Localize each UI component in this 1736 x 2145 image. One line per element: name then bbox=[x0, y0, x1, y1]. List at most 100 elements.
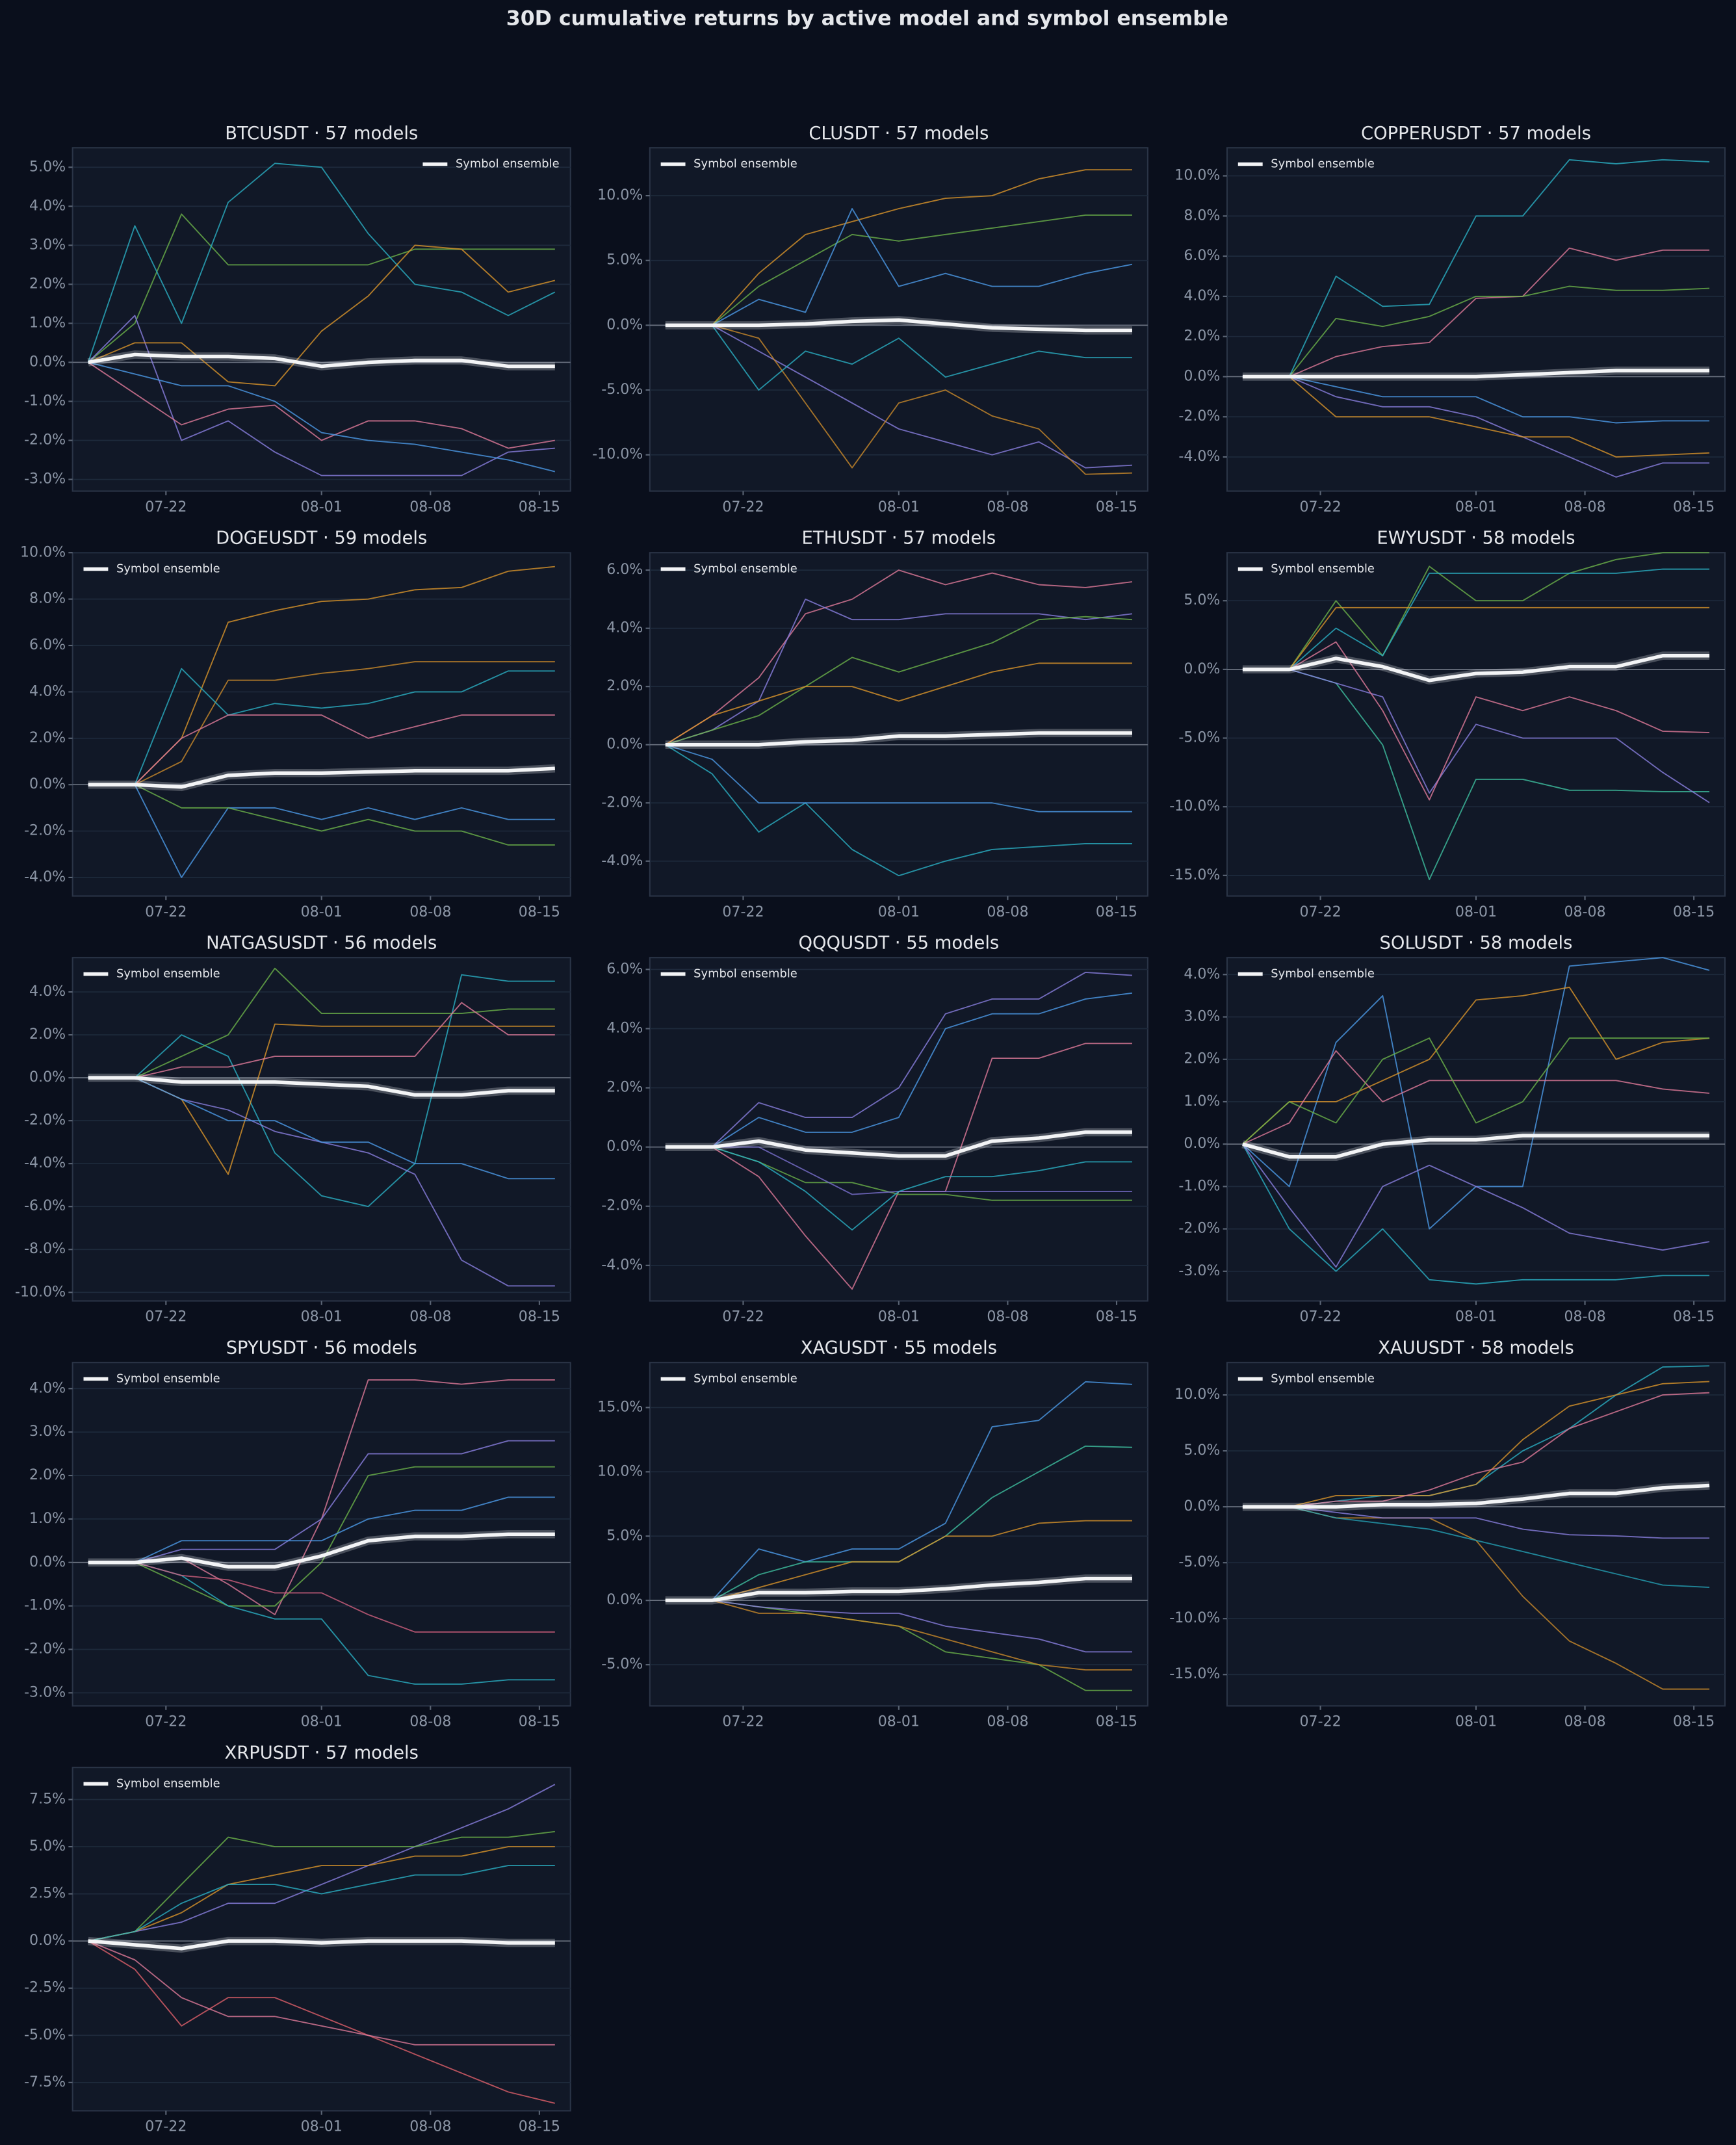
x-tick-label: 08-15 bbox=[1096, 1308, 1137, 1325]
y-tick-label: -1.0% bbox=[24, 1597, 66, 1614]
y-tick-label: 2.0% bbox=[29, 729, 66, 746]
x-tick-label: 08-01 bbox=[301, 2118, 343, 2135]
legend-label: Symbol ensemble bbox=[693, 157, 797, 171]
panel-title: SPYUSDT · 56 models bbox=[226, 1338, 417, 1358]
model-line bbox=[88, 1865, 555, 1942]
x-tick-label: 07-22 bbox=[1300, 1308, 1341, 1325]
y-tick-label: 2.0% bbox=[606, 677, 643, 694]
y-tick-label: 1.0% bbox=[29, 1510, 66, 1527]
y-tick-label: -3.0% bbox=[1178, 1262, 1220, 1279]
x-tick-label: 08-01 bbox=[878, 904, 920, 920]
model-line bbox=[665, 616, 1133, 746]
model-line bbox=[88, 1830, 555, 1942]
model-line bbox=[1242, 1037, 1710, 1145]
ensemble-line bbox=[88, 1076, 555, 1097]
y-tick-label: 10.0% bbox=[1174, 1386, 1220, 1403]
x-tick-label: 08-08 bbox=[1564, 1713, 1605, 1730]
y-tick-label: -15.0% bbox=[1169, 866, 1220, 883]
y-tick-label: 0.0% bbox=[1184, 1498, 1220, 1514]
x-tick-label: 08-01 bbox=[1455, 1308, 1497, 1325]
model-line bbox=[665, 1600, 1132, 1653]
model-line bbox=[1242, 376, 1710, 458]
y-tick-label: 7.5% bbox=[29, 1790, 66, 1807]
legend-label: Symbol ensemble bbox=[116, 1372, 220, 1385]
y-tick-label: -2.0% bbox=[601, 794, 643, 811]
legend-label: Symbol ensemble bbox=[1271, 157, 1375, 171]
panel-title: BTCUSDT · 57 models bbox=[225, 124, 418, 144]
x-tick-label: 08-15 bbox=[1673, 499, 1715, 515]
model-line bbox=[1242, 1506, 1710, 1539]
x-tick-label: 08-15 bbox=[1096, 499, 1137, 515]
panel: CLUSDT · 57 models -10.0% -5.0% 0.0% 5.0% 10.… bbox=[592, 124, 1148, 515]
y-tick-label: -7.5% bbox=[24, 2074, 66, 2090]
model-line bbox=[88, 714, 555, 786]
x-tick-label: 07-22 bbox=[145, 1308, 187, 1325]
x-tick-label: 08-08 bbox=[987, 904, 1028, 920]
y-tick-label: 3.0% bbox=[29, 236, 66, 253]
y-tick-label: 10.0% bbox=[597, 1462, 643, 1479]
plot-area bbox=[71, 147, 571, 492]
x-tick-label: 08-15 bbox=[519, 904, 560, 920]
plot-area bbox=[71, 957, 571, 1302]
y-tick-label: 2.0% bbox=[29, 1466, 66, 1483]
plot-area bbox=[649, 957, 1148, 1302]
panel: COPPERUSDT · 57 models -4.0% -2.0% 0.0% 2.0%… bbox=[1174, 124, 1726, 515]
model-line bbox=[665, 1600, 1132, 1670]
plot-area bbox=[71, 1767, 571, 2112]
legend-label: Symbol ensemble bbox=[693, 562, 797, 576]
model-line bbox=[88, 661, 555, 786]
ensemble-line bbox=[1242, 1483, 1710, 1509]
model-line bbox=[88, 1077, 555, 1180]
panel: QQQUSDT · 55 models -4.0% -2.0% 0.0% 2.0% 4.0… bbox=[601, 933, 1148, 1325]
x-tick-label: 07-22 bbox=[722, 1308, 764, 1325]
y-tick-label: 1.0% bbox=[29, 314, 66, 331]
y-tick-label: 0.0% bbox=[29, 1554, 66, 1570]
model-line bbox=[665, 324, 1133, 469]
x-tick-label: 07-22 bbox=[1300, 499, 1341, 515]
y-tick-label: 6.0% bbox=[606, 960, 643, 977]
y-tick-label: -4.0% bbox=[24, 1154, 66, 1171]
x-tick-label: 07-22 bbox=[1300, 904, 1341, 920]
panel: SOLUSDT · 58 models -3.0% -2.0% -1.0% 0.0% 1.… bbox=[1178, 933, 1726, 1325]
x-tick-label: 08-08 bbox=[409, 1713, 451, 1730]
y-tick-label: -2.0% bbox=[24, 432, 66, 448]
model-line bbox=[88, 1466, 555, 1607]
panel: BTCUSDT · 57 models -3.0% -2.0% -1.0% 0.0% 1.… bbox=[24, 124, 571, 515]
model-line bbox=[87, 162, 556, 363]
y-tick-label: 4.0% bbox=[1184, 287, 1220, 304]
y-tick-label: 0.0% bbox=[29, 1932, 66, 1949]
y-tick-label: 4.0% bbox=[29, 197, 66, 214]
x-tick-label: 08-15 bbox=[519, 1308, 560, 1325]
panel-title: DOGEUSDT · 59 models bbox=[216, 528, 427, 549]
plot-area bbox=[649, 552, 1148, 897]
model-line bbox=[88, 1940, 556, 2104]
model-line bbox=[665, 169, 1132, 326]
y-tick-label: 0.0% bbox=[1184, 367, 1220, 384]
y-tick-label: 4.0% bbox=[29, 1379, 66, 1396]
x-tick-label: 08-08 bbox=[987, 1713, 1028, 1730]
x-tick-label: 08-01 bbox=[878, 1308, 920, 1325]
ensemble-line bbox=[1242, 653, 1710, 682]
y-tick-label: -10.0% bbox=[1169, 1609, 1220, 1626]
y-tick-label: 3.0% bbox=[29, 1423, 66, 1440]
y-tick-label: -15.0% bbox=[1169, 1665, 1220, 1682]
model-line bbox=[1242, 285, 1710, 378]
x-tick-label: 08-01 bbox=[301, 499, 343, 515]
model-line bbox=[88, 244, 556, 387]
y-tick-label: 5.0% bbox=[1184, 592, 1220, 608]
model-line bbox=[1242, 1143, 1710, 1268]
y-tick-label: -1.0% bbox=[1178, 1177, 1220, 1194]
model-line bbox=[665, 744, 1132, 812]
y-tick-label: 0.0% bbox=[606, 736, 643, 753]
model-line bbox=[665, 1520, 1132, 1602]
ensemble-line bbox=[88, 766, 555, 789]
plot-area bbox=[649, 1362, 1148, 1707]
y-tick-label: 0.0% bbox=[606, 1591, 643, 1608]
panel: DOGEUSDT · 59 models -4.0% -2.0% 0.0% 2.0% 4.… bbox=[20, 528, 571, 920]
x-tick-label: 08-01 bbox=[878, 1713, 920, 1730]
panel-title: CLUSDT · 57 models bbox=[809, 124, 989, 144]
ensemble-line bbox=[665, 731, 1132, 747]
model-line bbox=[1242, 376, 1710, 478]
model-line bbox=[88, 1561, 555, 1633]
y-tick-label: 10.0% bbox=[20, 543, 66, 560]
